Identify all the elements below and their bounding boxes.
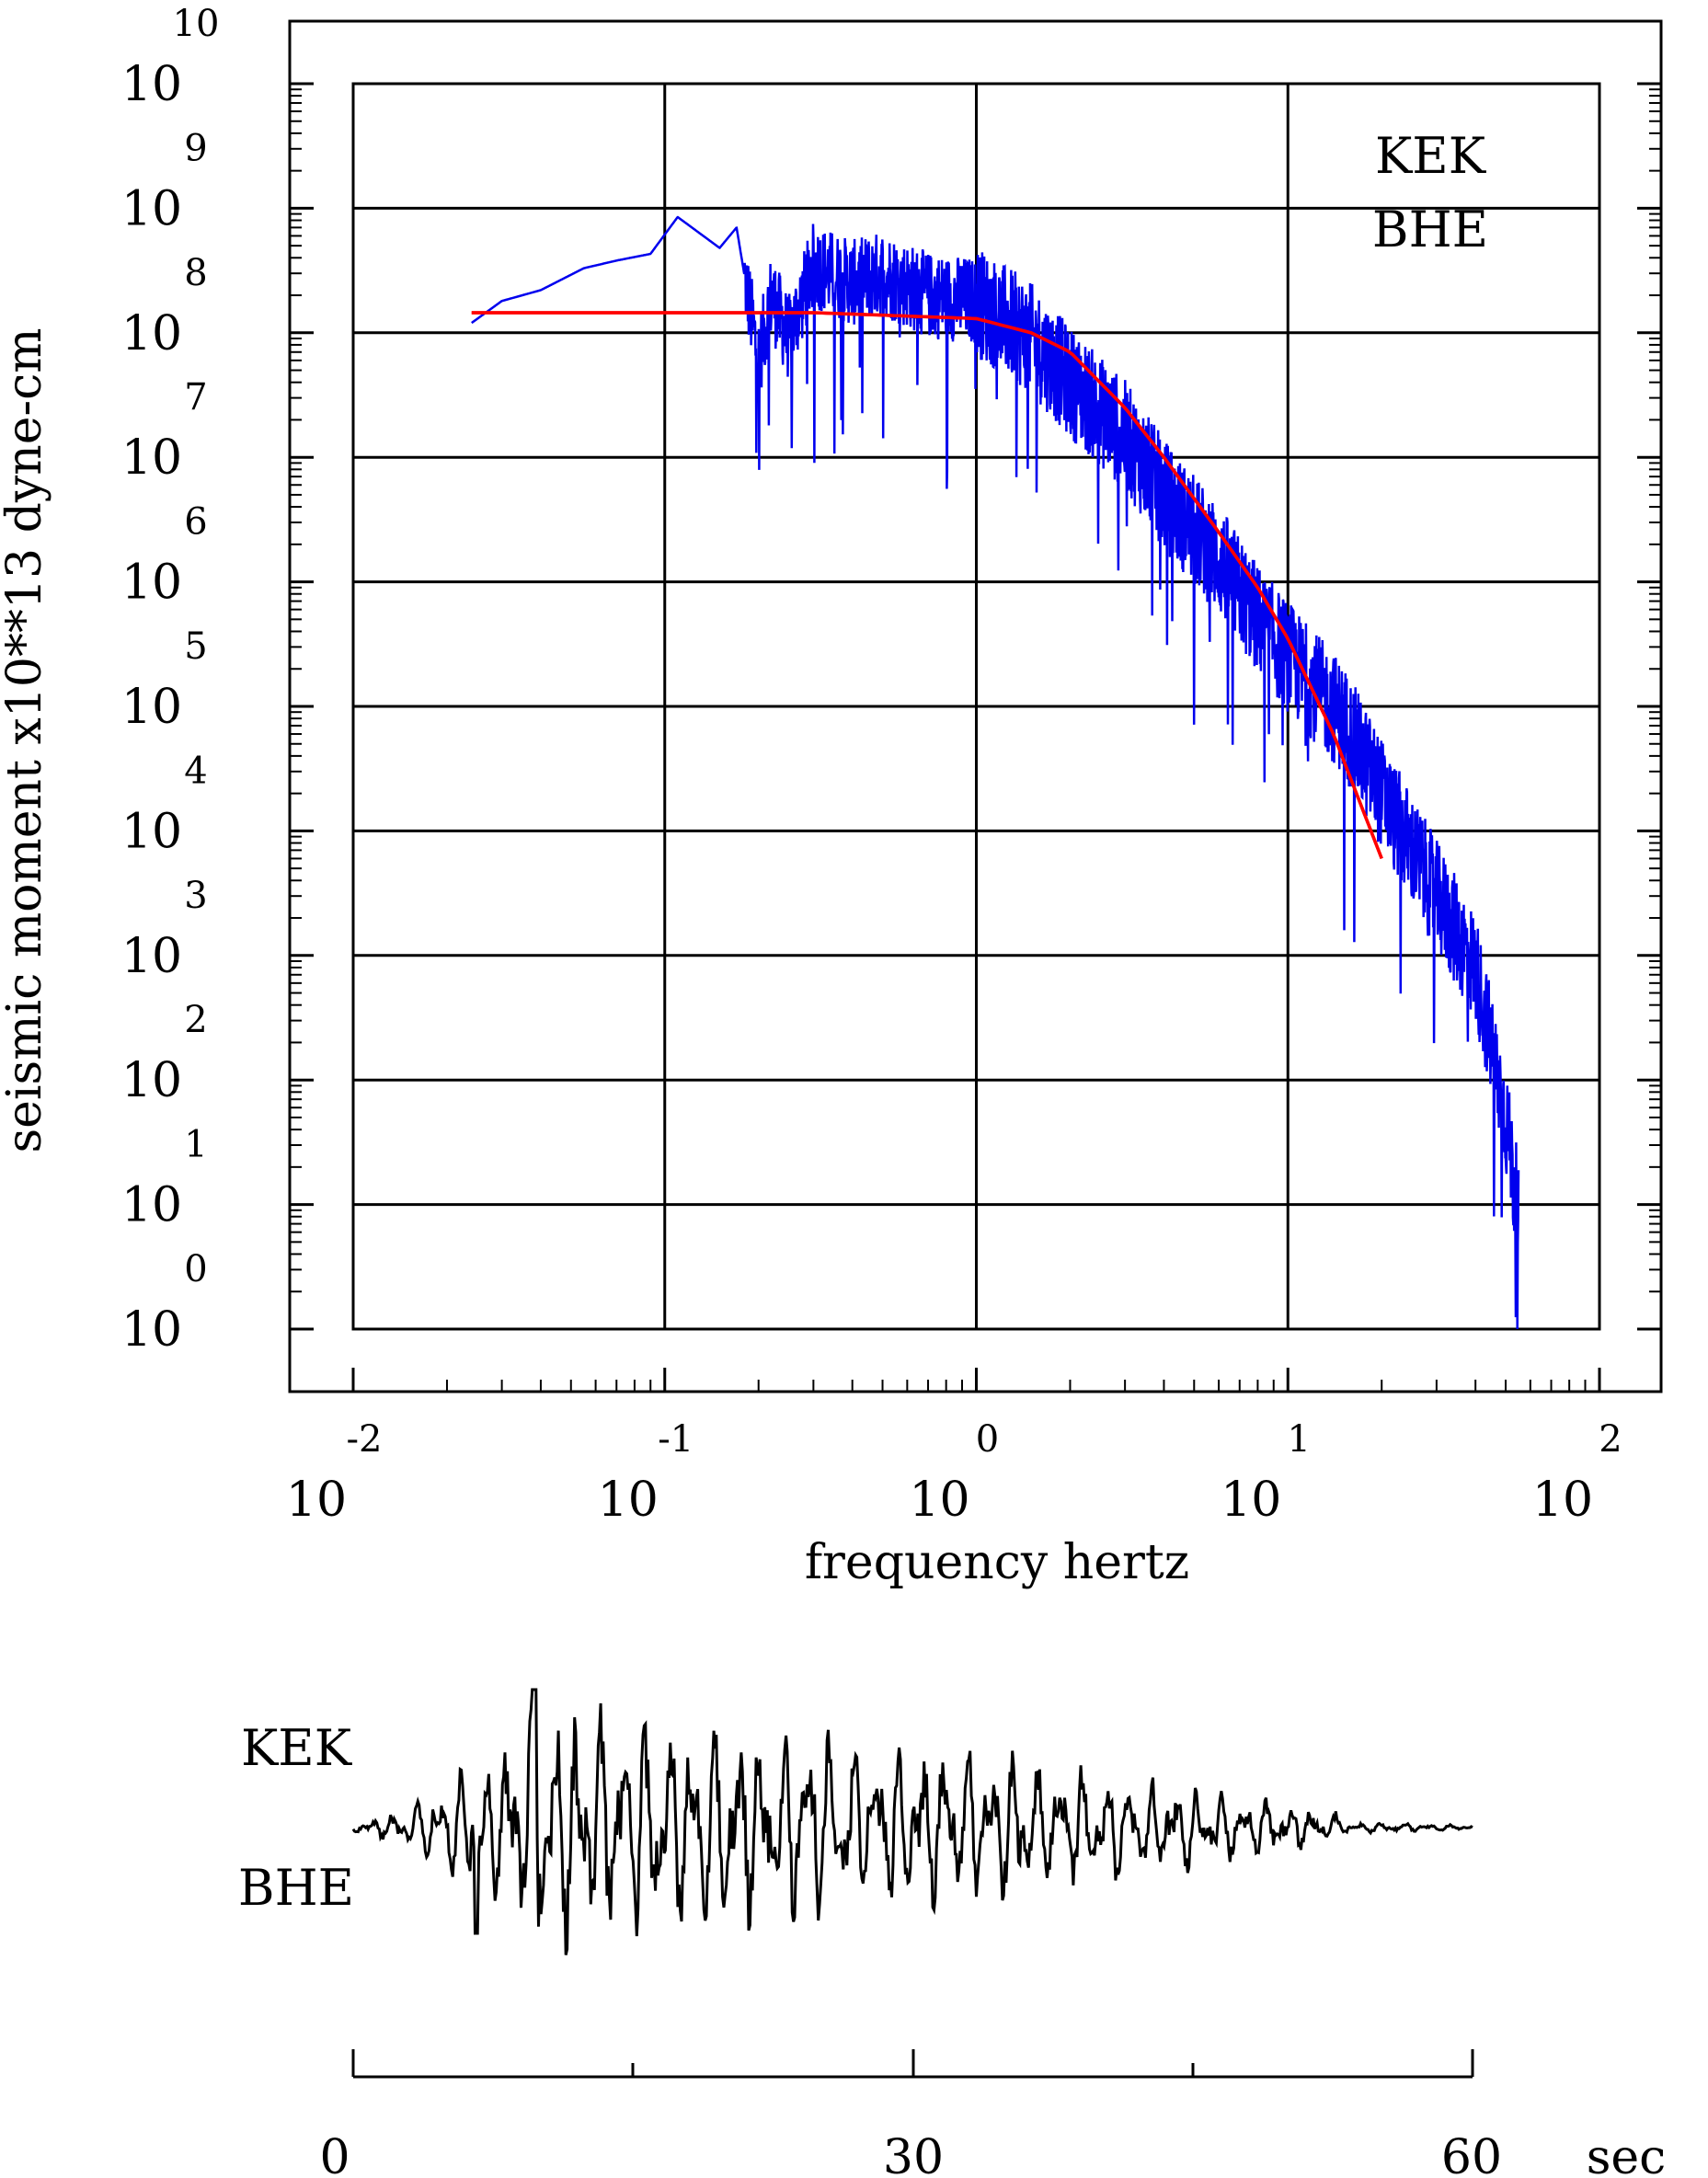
x-tick-base: 10 <box>1532 1473 1593 1528</box>
y-tick-base: 10 <box>121 181 182 236</box>
y-tick-exponent: 0 <box>184 1248 207 1290</box>
time-tick-30: 30 <box>883 2130 944 2178</box>
y-tick-exponent: 5 <box>184 625 207 668</box>
y-tick-exponent: 10 <box>173 3 220 45</box>
y-tick-base: 10 <box>121 556 182 611</box>
y-tick-exponent: 8 <box>184 252 207 294</box>
y-tick-exponent: 3 <box>184 875 207 917</box>
y-tick-base: 10 <box>121 430 182 486</box>
x-tick-exponent: -1 <box>658 1418 694 1461</box>
x-tick-exponent: 0 <box>976 1418 999 1461</box>
time-tick-60: 60 <box>1441 2130 1502 2178</box>
y-tick-base: 10 <box>121 1053 182 1108</box>
x-tick-exponent: 2 <box>1599 1418 1622 1461</box>
time-unit: sec <box>1587 2130 1667 2178</box>
y-tick-base: 10 <box>121 306 182 361</box>
y-tick-base: 10 <box>121 804 182 859</box>
x-tick-base: 10 <box>598 1473 659 1528</box>
y-tick-exponent: 7 <box>184 376 207 418</box>
y-axis-title: seismic moment x10**13 dyne-cm <box>0 327 52 1152</box>
spectrum-line <box>471 215 1520 1330</box>
y-tick-exponent: 9 <box>184 127 207 169</box>
y-tick-exponent: 1 <box>184 1124 207 1166</box>
x-tick-base: 10 <box>909 1473 969 1528</box>
plot-label-channel: BHE <box>1372 201 1488 258</box>
grid <box>353 84 1599 1329</box>
x-tick-exponent: 1 <box>1288 1418 1311 1461</box>
x-tick-base: 10 <box>1221 1473 1281 1528</box>
y-tick-exponent: 4 <box>184 750 207 792</box>
x-axis-title: frequency hertz <box>805 1535 1189 1590</box>
x-tick-base: 10 <box>286 1473 347 1528</box>
spectrum-series <box>471 215 1520 1330</box>
y-tick-base: 10 <box>121 929 182 984</box>
model-fit-series <box>471 311 1383 860</box>
trace-label-station: KEK <box>241 1719 353 1777</box>
y-tick-base: 10 <box>121 1302 182 1358</box>
y-tick-base: 10 <box>121 57 182 112</box>
x-tick-exponent: -2 <box>347 1418 383 1461</box>
time-axis <box>351 2049 1474 2079</box>
time-tick-0: 0 <box>319 2130 350 2178</box>
y-tick-base: 10 <box>121 680 182 735</box>
y-tick-exponent: 2 <box>184 999 207 1041</box>
trace-label-channel: BHE <box>238 1859 354 1917</box>
y-tick-base: 10 <box>121 1178 182 1233</box>
plot-label-station: KEK <box>1375 127 1487 185</box>
model-fit-line <box>471 311 1383 860</box>
minor-ticks <box>290 82 1661 1392</box>
seismogram-trace <box>351 1688 1473 1955</box>
y-tick-exponent: 6 <box>184 501 207 544</box>
